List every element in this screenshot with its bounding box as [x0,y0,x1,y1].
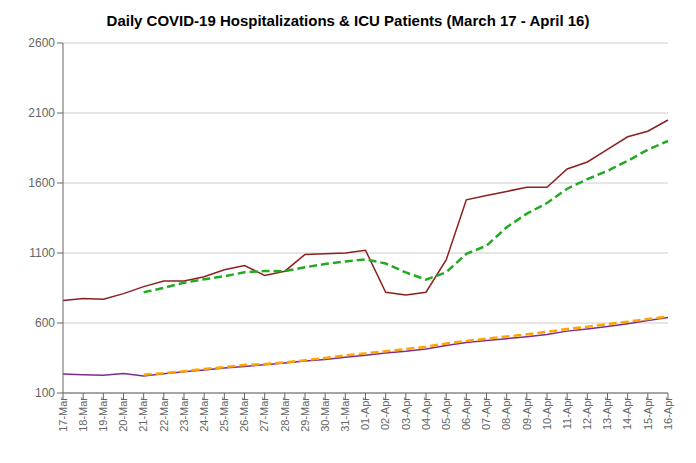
svg-text:18-Mar: 18-Mar [77,397,89,432]
svg-text:11-Apr: 11-Apr [561,397,573,430]
svg-text:03-Apr: 03-Apr [400,397,412,430]
svg-text:12-Apr: 12-Apr [581,397,593,430]
svg-text:2100: 2100 [28,106,55,120]
svg-text:13-Apr: 13-Apr [601,397,613,430]
svg-text:20-Mar: 20-Mar [117,397,129,432]
svg-text:06-Apr: 06-Apr [460,397,472,430]
svg-text:05-Apr: 05-Apr [440,397,452,430]
svg-text:16-Apr: 16-Apr [662,397,674,430]
svg-text:1100: 1100 [29,246,55,260]
svg-text:01-Apr: 01-Apr [359,397,371,430]
svg-text:26-Mar: 26-Mar [238,397,250,432]
svg-text:24-Mar: 24-Mar [198,397,210,432]
svg-text:28-Mar: 28-Mar [279,397,291,432]
svg-text:07-Apr: 07-Apr [480,397,492,430]
svg-text:02-Apr: 02-Apr [379,397,391,430]
svg-text:21-Mar: 21-Mar [137,397,149,432]
svg-text:31-Mar: 31-Mar [339,397,351,432]
svg-text:15-Apr: 15-Apr [642,397,654,430]
svg-text:19-Mar: 19-Mar [97,397,109,432]
svg-text:27-Mar: 27-Mar [258,397,270,432]
svg-text:600: 600 [35,316,55,330]
svg-text:25-Mar: 25-Mar [218,397,230,432]
svg-text:100: 100 [35,386,55,400]
svg-text:08-Apr: 08-Apr [500,397,512,430]
svg-text:10-Apr: 10-Apr [541,397,553,430]
svg-text:2600: 2600 [28,36,55,50]
svg-text:14-Apr: 14-Apr [621,397,633,430]
svg-text:1600: 1600 [28,176,55,190]
svg-text:04-Apr: 04-Apr [420,397,432,430]
svg-text:22-Mar: 22-Mar [158,397,170,432]
svg-text:29-Mar: 29-Mar [299,397,311,432]
svg-text:30-Mar: 30-Mar [319,397,331,432]
html-text:Daily COVID-19 Hospitalization: Daily COVID-19 Hospitalizations & ICU Pa… [106,12,590,29]
svg-text:17-Mar: 17-Mar [57,397,69,432]
svg-text:23-Mar: 23-Mar [178,397,190,432]
svg-text:09-Apr: 09-Apr [521,397,533,430]
